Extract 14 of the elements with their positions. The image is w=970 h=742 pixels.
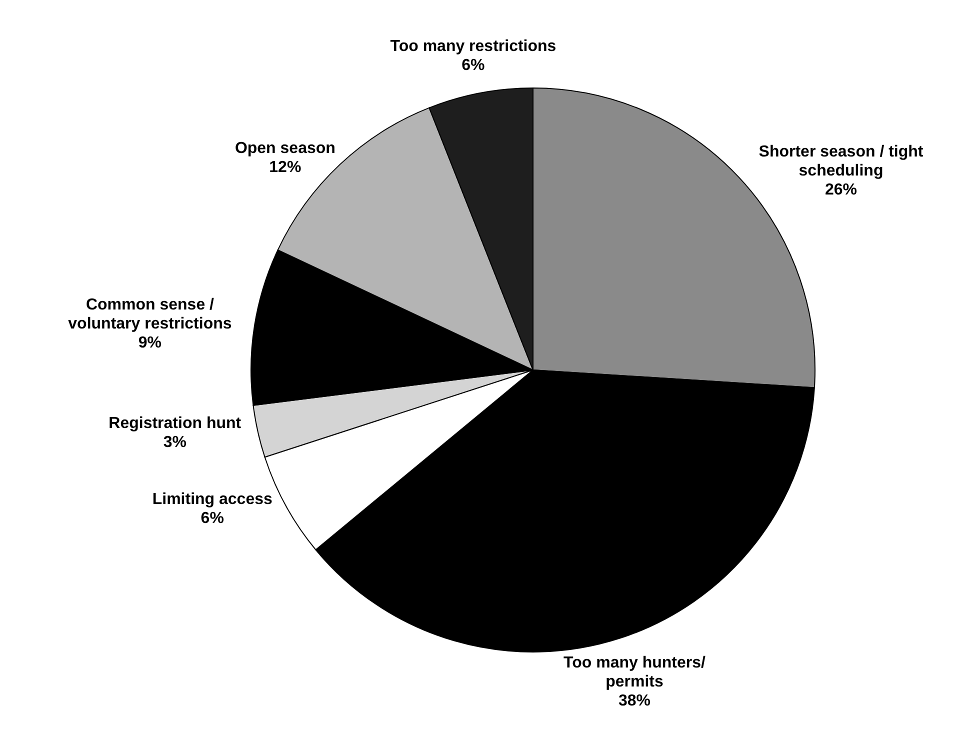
data-label: 3% xyxy=(163,434,186,451)
slice-label: Shorter season / tight scheduling xyxy=(758,144,924,180)
slice-label: Open season xyxy=(234,140,336,158)
slice-label: Registration hunt xyxy=(108,414,242,432)
data-label: 6% xyxy=(462,57,485,74)
data-label: 12% xyxy=(269,159,302,176)
data-label: 9% xyxy=(138,334,162,352)
slice-label: Too many restrictions xyxy=(390,38,556,56)
slice-label: Common sense / voluntary restrictions xyxy=(68,296,232,333)
data-label: 26% xyxy=(824,182,858,199)
data-label: 6% xyxy=(200,510,224,528)
slice-label: Too many hunters/ permits xyxy=(564,654,706,691)
slice-label: Limiting access xyxy=(152,491,272,508)
data-label: 38% xyxy=(618,692,651,710)
